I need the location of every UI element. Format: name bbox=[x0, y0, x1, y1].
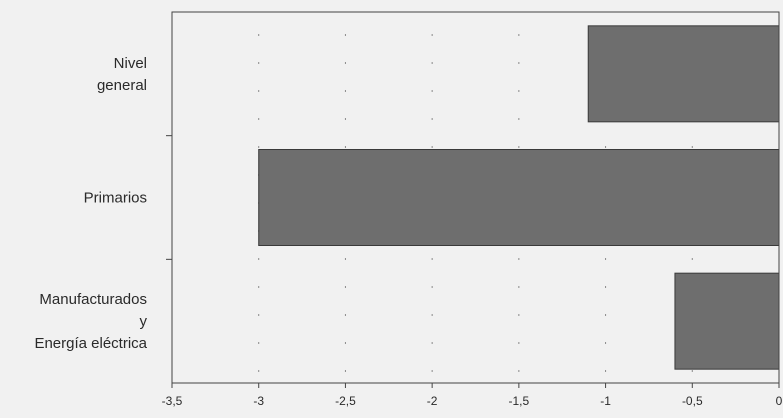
bar bbox=[587, 25, 780, 123]
x-tick-label: -2 bbox=[427, 394, 438, 408]
bar bbox=[674, 272, 780, 370]
plot-frame bbox=[171, 11, 780, 384]
category-label-line: y bbox=[140, 313, 148, 330]
x-tick-label: -2,5 bbox=[335, 394, 356, 408]
x-tick-label: -3 bbox=[253, 394, 264, 408]
category-label-line: Nivel bbox=[114, 55, 147, 72]
category-label: Nivel general bbox=[97, 55, 147, 94]
category-label: Primarios bbox=[84, 190, 147, 207]
x-tick-label: -1 bbox=[600, 394, 611, 408]
bar bbox=[258, 149, 780, 246]
category-label: Manufacturados y Energía eléctrica bbox=[34, 291, 147, 352]
category-label-line: Primarios bbox=[84, 190, 147, 207]
category-label-line: general bbox=[97, 77, 147, 94]
category-label-line: Energía eléctrica bbox=[34, 335, 147, 352]
x-tick-label: -0,5 bbox=[682, 394, 703, 408]
axis-ticks bbox=[166, 135, 780, 388]
category-labels: Nivel general Primarios Manufacturados y Ener… bbox=[34, 55, 147, 352]
x-tick-label: 0 bbox=[776, 394, 783, 408]
category-label-line: Manufacturados bbox=[39, 291, 147, 308]
x-tick-label: -1,5 bbox=[509, 394, 530, 408]
x-tick-labels: -3,5 -3 -2,5 -2 -1,5 -1 -0,5 0 bbox=[162, 394, 783, 408]
x-tick-label: -3,5 bbox=[162, 394, 183, 408]
bars bbox=[258, 25, 780, 370]
